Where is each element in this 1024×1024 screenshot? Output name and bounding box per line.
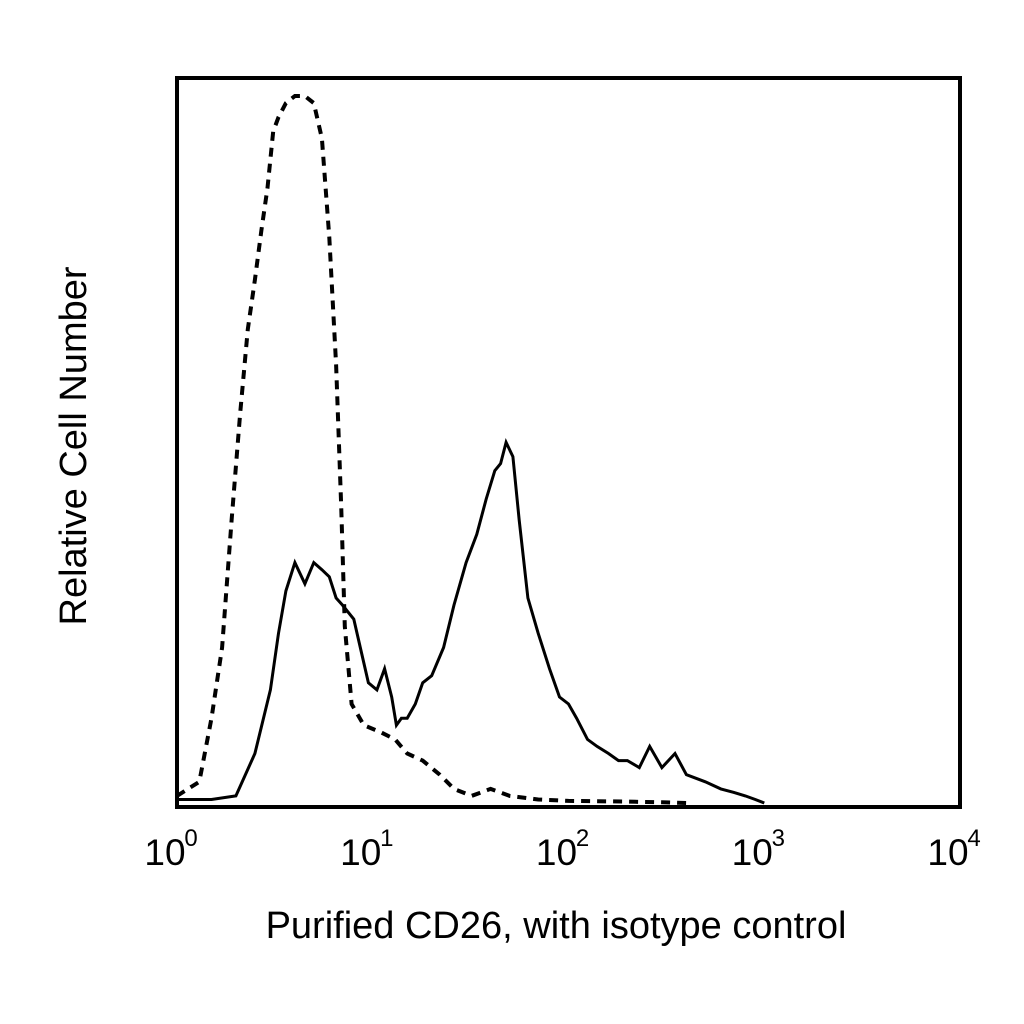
x-tick-label-3: 10 bbox=[732, 832, 773, 873]
x-tick-label-1: 10 bbox=[340, 832, 381, 873]
series-cd26-line bbox=[177, 438, 765, 805]
x-tick-exponent-2: 2 bbox=[576, 825, 589, 852]
series-isotype-control-line bbox=[175, 94, 687, 805]
y-axis-label: Relative Cell Number bbox=[53, 266, 95, 625]
x-tick-exponent-0: 0 bbox=[184, 825, 197, 852]
x-tick-label-2: 10 bbox=[536, 832, 577, 873]
x-tick-exponent-4: 4 bbox=[967, 825, 980, 852]
x-tick-labels: 100 101 102 103 104 bbox=[144, 825, 980, 873]
x-tick-label-0: 10 bbox=[144, 832, 185, 873]
x-tick-label-4: 10 bbox=[927, 832, 968, 873]
x-tick-exponent-1: 1 bbox=[380, 825, 393, 852]
series-layer bbox=[175, 94, 765, 805]
plot-frame bbox=[175, 76, 962, 809]
x-axis-label: Purified CD26, with isotype control bbox=[266, 905, 847, 947]
x-tick-exponent-3: 3 bbox=[772, 825, 785, 852]
